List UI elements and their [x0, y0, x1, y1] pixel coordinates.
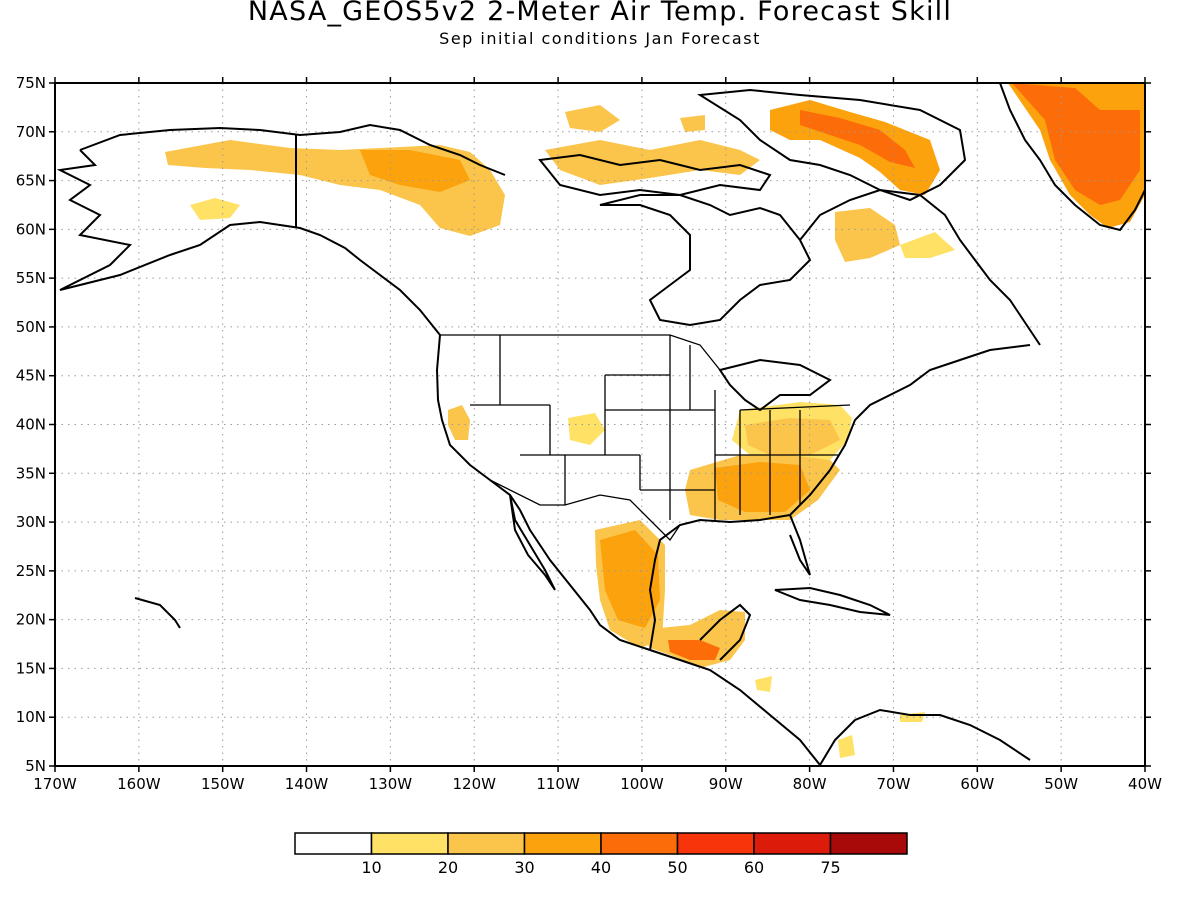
lon-tick-label: 110W [536, 775, 580, 793]
coast-greenland [999, 83, 1145, 232]
region-southeast-core [715, 462, 810, 512]
region-alaska-yellow [190, 198, 240, 220]
lat-tick-label: 70N [16, 123, 46, 141]
lon-tick-label: 120W [452, 775, 496, 793]
lat-tick-label: 15N [16, 659, 46, 677]
colorbar-label: 50 [667, 858, 687, 877]
lat-tick-label: 55N [16, 269, 46, 287]
lat-tick-label: 35N [16, 464, 46, 482]
lon-tick-label: 40W [1128, 775, 1162, 793]
lon-tick-label: 70W [877, 775, 911, 793]
coast-islands [134, 597, 181, 629]
region-colombia [838, 735, 855, 758]
political-borders [440, 334, 851, 542]
lon-tick-label: 50W [1044, 775, 1078, 793]
region-alaska [165, 140, 505, 236]
coast-alaska [79, 123, 506, 176]
region-baffin-core [800, 110, 915, 168]
colorbar-swatch [829, 832, 908, 855]
colorbar-label: 60 [744, 858, 764, 877]
coast-gulf [648, 513, 811, 651]
coast-arctic-islands [538, 153, 772, 197]
colorbar-label: 20 [438, 858, 458, 877]
lon-tick-label: 170W [33, 775, 77, 793]
colorbar-label: 75 [820, 858, 840, 877]
region-guatemala [668, 640, 720, 660]
longitude-axis: 170W 160W 150W 140W 130W 120W 110W 100W 90W 80W 70… [33, 77, 1162, 793]
lat-tick-label: 10N [16, 708, 46, 726]
region-yucatan [640, 610, 745, 668]
region-greenland-core [1012, 83, 1140, 205]
colorbar-swatch [753, 832, 832, 855]
state-lines [470, 335, 851, 520]
map-title: NASA_GEOS5v2 2-Meter Air Temp. Forecast … [247, 0, 953, 27]
region-labrador [900, 232, 955, 258]
colorbar-swatch [523, 832, 602, 855]
colorbar-swatch [676, 832, 755, 855]
lat-tick-label: 5N [25, 757, 46, 775]
coast-yucatan [699, 603, 752, 661]
lon-tick-label: 100W [620, 775, 664, 793]
lat-tick-label: 65N [16, 172, 46, 190]
colorbar-label: 10 [361, 858, 381, 877]
lat-tick-label: 60N [16, 220, 46, 238]
region-yukon [360, 150, 470, 192]
lon-tick-label: 150W [201, 775, 245, 793]
region-nunavut [545, 140, 760, 185]
lat-tick-label: 30N [16, 513, 46, 531]
lon-tick-label: 160W [117, 775, 161, 793]
coast-baja [509, 494, 556, 591]
great-lakes [718, 358, 832, 412]
region-mid-atlantic-core [745, 418, 840, 455]
colorbar-label: 40 [591, 858, 611, 877]
region-mexico-core [600, 530, 660, 628]
region-nunavut-north [565, 105, 620, 132]
lon-tick-label: 60W [960, 775, 994, 793]
colorbar-swatch [294, 832, 373, 855]
colorbar: 10 20 30 40 50 60 75 [294, 832, 908, 877]
coast-labrador [799, 188, 1041, 346]
coast-ellesmere [696, 88, 967, 202]
latitude-axis: 75N 70N 65N 60N 55N 50N 45N 40N 35N 30N 25N 20N 15N 1… [16, 74, 1151, 775]
coast-atlantic [789, 344, 1031, 516]
coastlines [56, 83, 1145, 766]
map-subtitle: Sep initial conditions Jan Forecast [439, 29, 761, 48]
region-colorado [568, 413, 605, 445]
colorbar-swatch [447, 832, 526, 855]
lat-tick-label: 25N [16, 562, 46, 580]
border-us-canada [440, 334, 721, 371]
region-central-america [755, 676, 772, 692]
coast-cuba [774, 586, 891, 616]
coast-south-america [819, 708, 1031, 766]
lon-tick-label: 130W [369, 775, 413, 793]
skill-shading [165, 83, 1145, 758]
lat-tick-label: 75N [16, 74, 46, 92]
coast-hudson-bay [599, 194, 812, 327]
lat-tick-label: 20N [16, 611, 46, 629]
coast-alaska-west [56, 149, 441, 336]
lat-tick-label: 45N [16, 367, 46, 385]
border-us-mexico [489, 479, 681, 542]
coast-pacific [435, 334, 821, 766]
lon-tick-label: 90W [709, 775, 743, 793]
colorbar-swatch [600, 832, 679, 855]
lat-tick-label: 50N [16, 318, 46, 336]
lon-tick-label: 80W [793, 775, 827, 793]
map-panel [55, 83, 1145, 766]
region-california [448, 405, 470, 440]
colorbar-swatch [370, 832, 449, 855]
lon-tick-label: 140W [285, 775, 329, 793]
region-hudson-north [680, 115, 705, 132]
colorbar-label: 30 [514, 858, 534, 877]
lat-tick-label: 40N [16, 416, 46, 434]
region-quebec [835, 208, 900, 262]
